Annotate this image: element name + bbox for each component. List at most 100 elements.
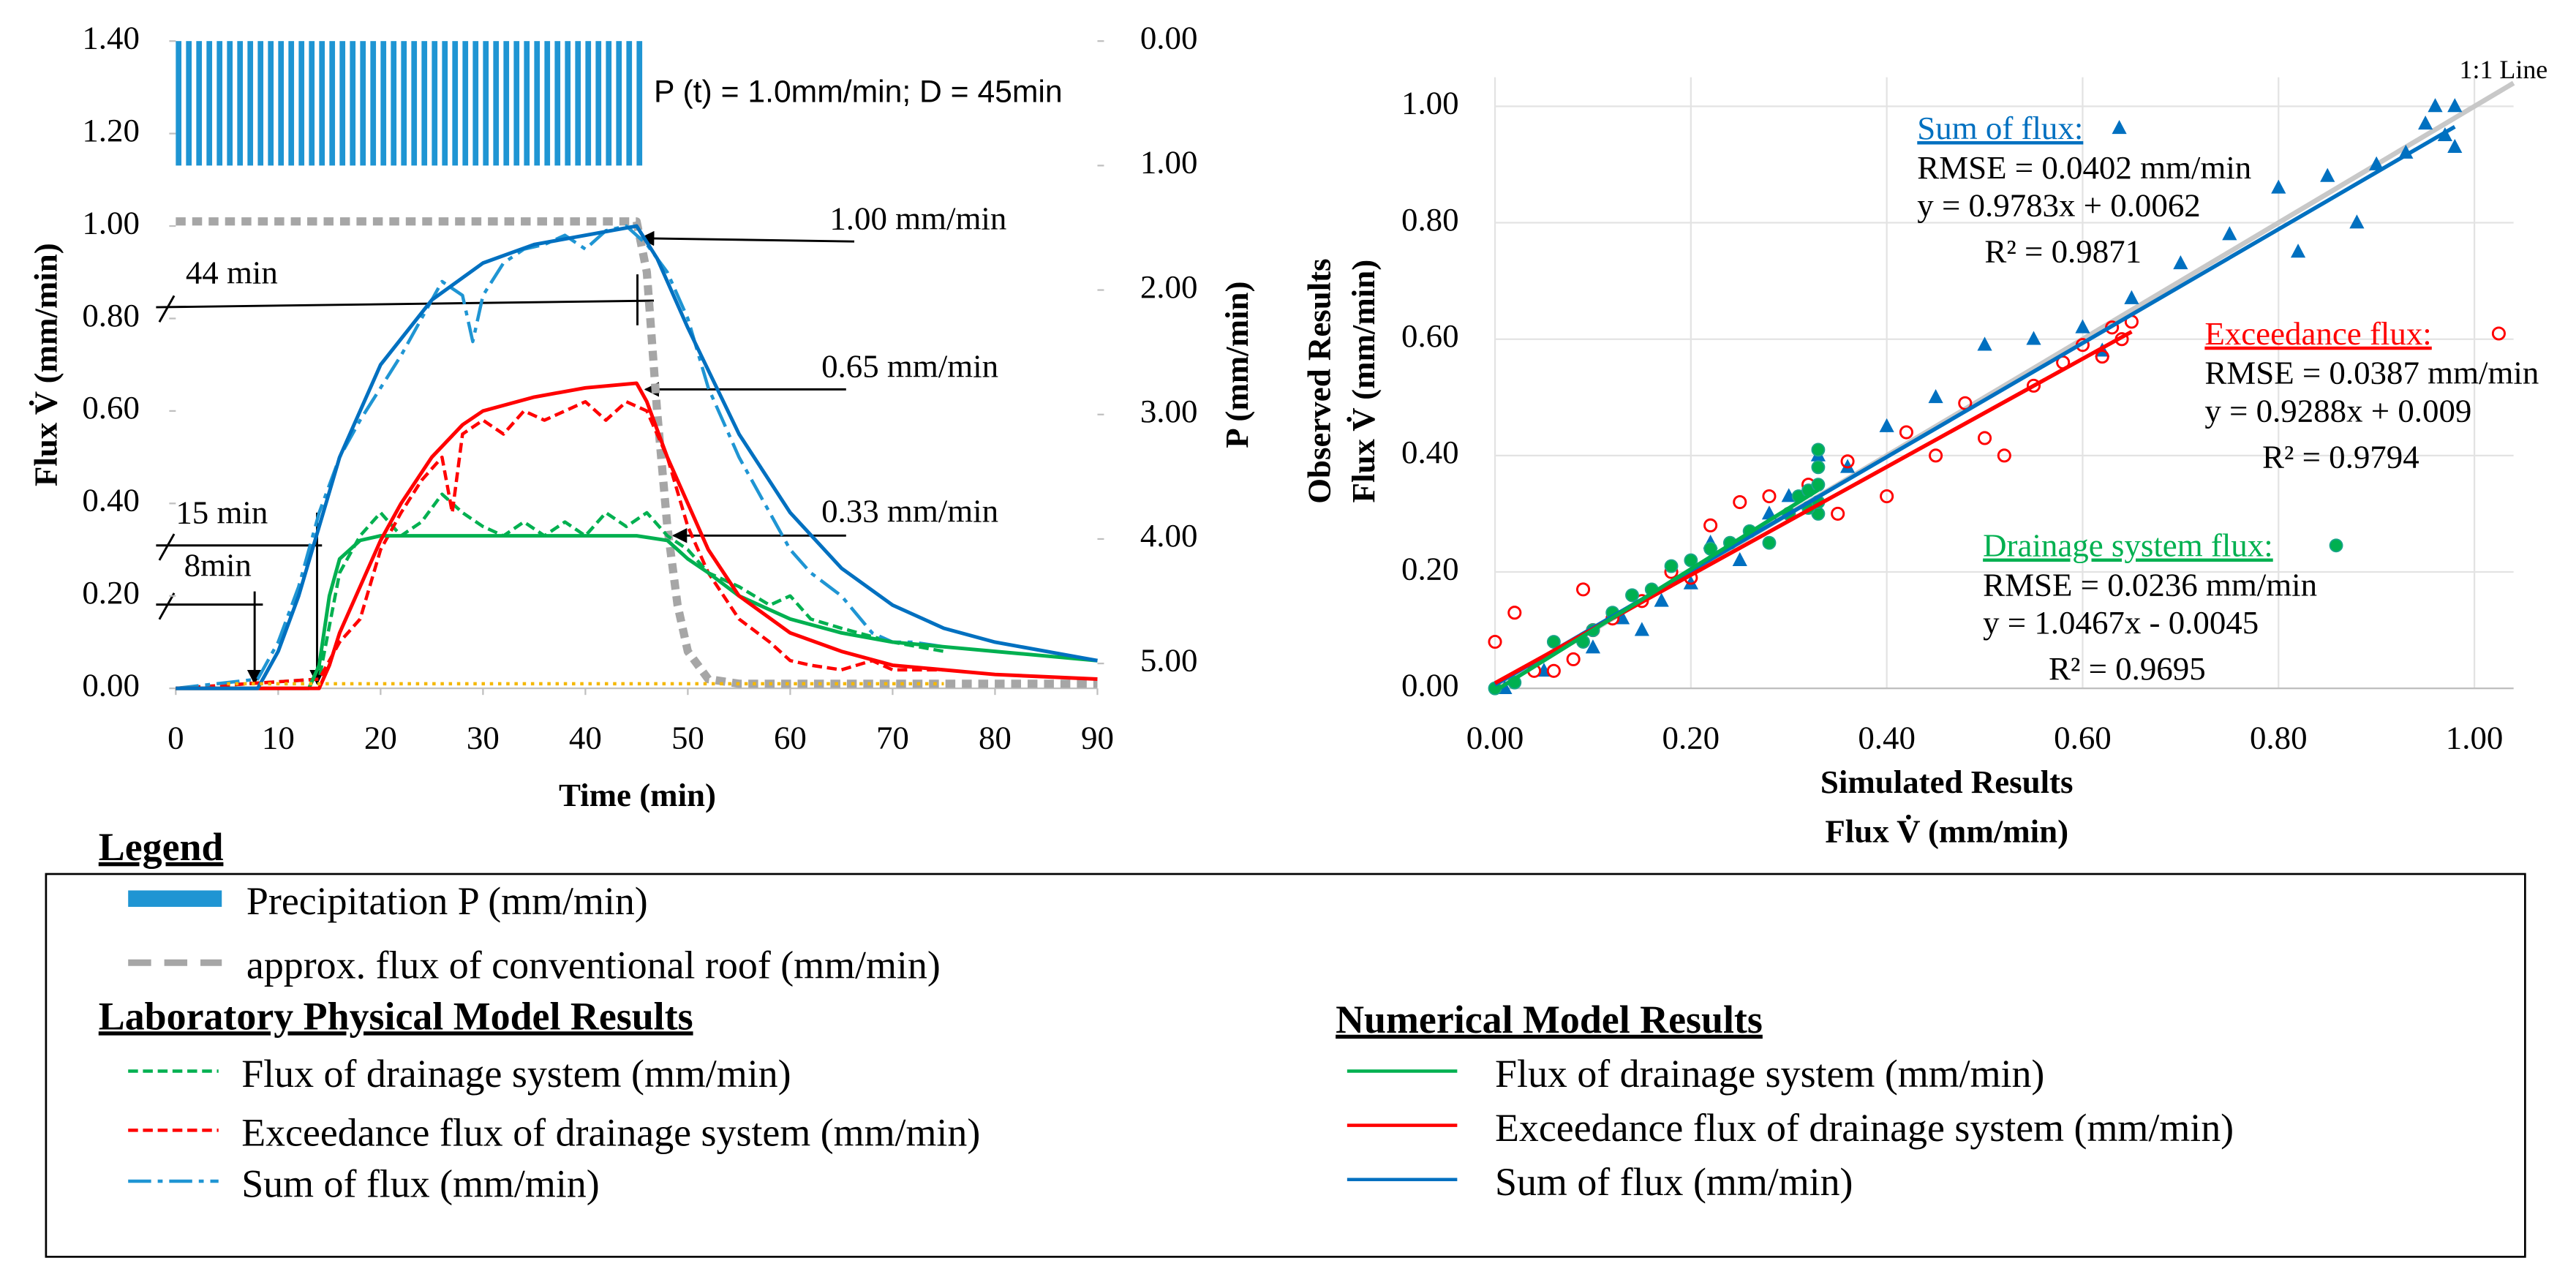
point [1507, 606, 1522, 620]
annotation: 0.33 mm/min [821, 492, 998, 529]
precip-bar [257, 41, 264, 166]
point [2026, 378, 2041, 393]
precip-bar [329, 41, 336, 166]
r2-label: R² = 0.9794 [2262, 438, 2419, 475]
point [1683, 575, 1698, 589]
point [2124, 290, 2139, 304]
legend-group-title: Numerical Model Results [1336, 998, 1763, 1041]
point [1762, 535, 1777, 550]
y2-tick-label: 1.00 [1140, 144, 1198, 181]
legend-swatch [128, 890, 222, 907]
x-tick-label: 20 [364, 719, 397, 756]
trendline [1494, 488, 1820, 693]
point [2447, 98, 2463, 113]
point [1625, 588, 1639, 603]
x-tick-label: 1.00 [2446, 719, 2504, 756]
legend-label: Precipitation P (mm/min) [246, 879, 648, 923]
point [2428, 98, 2443, 113]
point [1733, 494, 1747, 510]
precip-bar [176, 41, 182, 166]
point [2222, 226, 2237, 241]
point [1575, 582, 1591, 597]
point [1929, 448, 1943, 463]
legend-box [45, 873, 2526, 1258]
point [1811, 460, 1826, 475]
equation-label: y = 1.0467x - 0.0045 [1983, 604, 2259, 641]
y-tick-label: 1.00 [1401, 85, 1459, 121]
y-tick-label: 0.40 [82, 482, 140, 519]
point [1654, 592, 1669, 607]
x-tick-label: 60 [774, 719, 807, 756]
point [1566, 652, 1581, 666]
precip-bar [565, 41, 571, 166]
y-tick-label: 0.00 [82, 666, 140, 703]
x-tick-label: 0.80 [2250, 719, 2308, 756]
legend-marker [2112, 119, 2127, 135]
precip-bar [585, 41, 592, 166]
series-line [176, 224, 1098, 690]
point [2271, 179, 2286, 194]
point [1879, 418, 1894, 432]
point [2075, 319, 2090, 334]
precip-bar [380, 41, 387, 166]
precip-bar [626, 41, 633, 166]
y-axis-title: Flux V̇ (mm/min) [28, 243, 64, 486]
legend-marker [2491, 326, 2506, 341]
precip-bar [186, 41, 192, 166]
rmse-label: RMSE = 0.0236 mm/min [1983, 566, 2317, 603]
point [1997, 448, 2011, 463]
y-tick-label: 1.20 [82, 112, 140, 148]
point [2369, 156, 2384, 170]
point [1585, 639, 1601, 654]
precip-bar [432, 41, 438, 166]
point [2173, 255, 2188, 270]
series-label: Exceedance flux: [2204, 315, 2431, 352]
precip-bar [636, 41, 643, 166]
point [1928, 389, 1943, 404]
point [1664, 559, 1679, 573]
annotation: 1.00 mm/min [829, 200, 1006, 237]
x-tick-label: 0.40 [1858, 719, 1916, 756]
point [2290, 244, 2306, 258]
precip-bar [309, 41, 315, 166]
x-tick-label: 50 [671, 719, 704, 756]
r2-label: R² = 0.9695 [2049, 650, 2206, 687]
y-tick-label: 0.80 [1401, 201, 1459, 238]
precip-bar [554, 41, 561, 166]
series-label: Sum of flux: [1917, 110, 2083, 146]
precip-bar [452, 41, 459, 166]
y2-tick-label: 4.00 [1140, 517, 1198, 554]
precip-bar [462, 41, 469, 166]
legend-label: Sum of flux (mm/min) [241, 1161, 600, 1205]
annotation: 0.65 mm/min [821, 348, 998, 385]
legend-marker [2329, 538, 2343, 553]
point [1546, 635, 1561, 649]
precip-bar [360, 41, 366, 166]
point [2418, 116, 2433, 130]
precip-bar [278, 41, 285, 166]
annotation: P (t) = 1.0mm/min; D = 45min [654, 74, 1063, 109]
legend-label: Exceedance flux of drainage system (mm/m… [1495, 1106, 2234, 1150]
y2-tick-label: 0.00 [1140, 19, 1198, 56]
y2-tick-label: 2.00 [1140, 268, 1198, 305]
y-tick-label: 0.60 [82, 389, 140, 426]
precip-bar [534, 41, 541, 166]
x-tick-label: 40 [569, 719, 602, 756]
precip-bar [411, 41, 418, 166]
y2-axis-title: P (mm/min) [1219, 282, 1255, 448]
point [1899, 425, 1913, 440]
precip-bar [575, 41, 581, 166]
point [1811, 478, 1826, 492]
precip-bar [350, 41, 356, 166]
precip-bar [472, 41, 479, 166]
y-tick-label: 1.40 [82, 19, 140, 56]
x-tick-label: 0.20 [1662, 719, 1720, 756]
point [1978, 431, 1992, 445]
point [1546, 663, 1561, 678]
y-tick-label: 0.80 [82, 297, 140, 334]
y2-tick-label: 5.00 [1140, 641, 1198, 678]
point [1977, 336, 1992, 351]
precip-bar [227, 41, 233, 166]
precip-bar [319, 41, 325, 166]
